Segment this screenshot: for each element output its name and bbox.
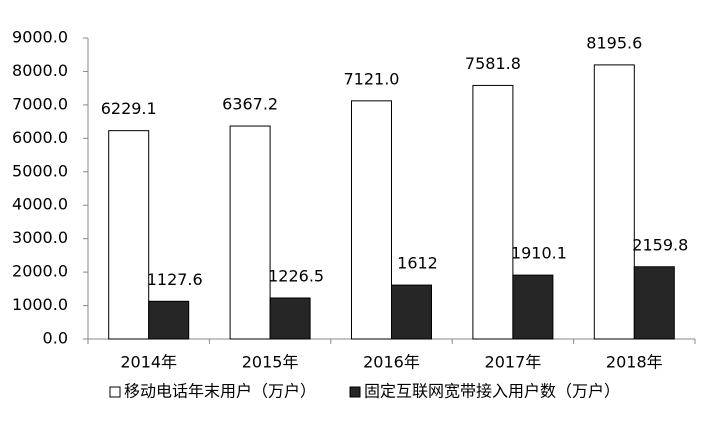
y-tick-label: 2000.0 bbox=[12, 262, 68, 281]
y-tick-label: 4000.0 bbox=[12, 195, 68, 214]
legend-swatch bbox=[109, 386, 121, 398]
legend-label: 移动电话年末用户（万户） bbox=[124, 382, 316, 401]
x-tick-label: 2017年 bbox=[485, 353, 542, 372]
y-tick-label: 8000.0 bbox=[12, 61, 68, 80]
legend-swatch bbox=[349, 386, 361, 398]
value-label: 7581.8 bbox=[465, 54, 521, 73]
x-tick-label: 2014年 bbox=[120, 353, 177, 372]
bar bbox=[229, 125, 271, 340]
bar bbox=[108, 130, 150, 340]
y-tick-label: 1000.0 bbox=[12, 295, 68, 314]
x-tick-label: 2018年 bbox=[606, 353, 663, 372]
bar bbox=[512, 274, 554, 340]
y-tick-label: 6000.0 bbox=[12, 128, 68, 147]
value-label: 1226.5 bbox=[268, 266, 324, 285]
bar bbox=[633, 266, 675, 340]
value-label: 1612 bbox=[397, 254, 438, 273]
y-tick-label: 9000.0 bbox=[12, 28, 68, 47]
value-label: 8195.6 bbox=[586, 33, 642, 52]
y-tick-label: 7000.0 bbox=[12, 94, 68, 113]
value-label: 1127.6 bbox=[147, 270, 203, 289]
y-tick-label: 3000.0 bbox=[12, 228, 68, 247]
x-tick-label: 2016年 bbox=[363, 353, 420, 372]
bar bbox=[351, 100, 392, 340]
bar bbox=[593, 64, 635, 340]
value-label: 7121.0 bbox=[344, 69, 400, 88]
x-tick-label: 2015年 bbox=[242, 353, 299, 372]
legend-label: 固定互联网宽带接入用户数（万户） bbox=[364, 382, 620, 401]
value-label: 6367.2 bbox=[222, 95, 278, 114]
y-tick-label: 0.0 bbox=[43, 329, 68, 348]
value-label: 1910.1 bbox=[511, 244, 567, 263]
bar bbox=[269, 297, 311, 340]
bar bbox=[391, 284, 432, 340]
bar bbox=[472, 84, 514, 340]
bar bbox=[148, 300, 190, 340]
value-label: 2159.8 bbox=[632, 235, 688, 254]
value-label: 6229.1 bbox=[101, 99, 157, 118]
y-tick-label: 5000.0 bbox=[12, 161, 68, 180]
